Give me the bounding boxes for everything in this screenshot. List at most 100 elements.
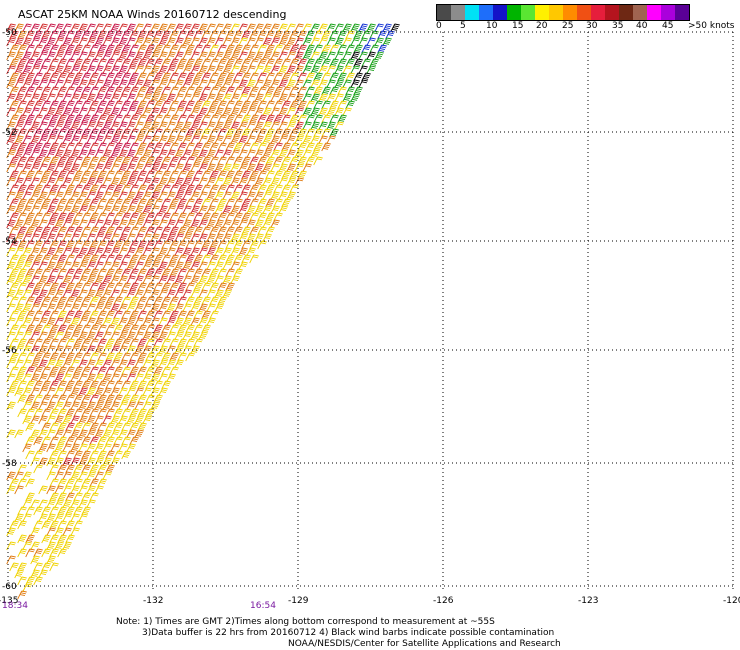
wind-barb: [6, 303, 16, 313]
wind-barb: [41, 44, 51, 54]
wind-barb: [142, 149, 152, 159]
wind-barb: [57, 310, 67, 320]
wind-barb: [134, 289, 144, 299]
wind-barb: [334, 37, 344, 47]
wind-barb: [126, 51, 136, 61]
wind-barb: [118, 37, 128, 47]
wind-barb: [62, 527, 72, 537]
wind-barb: [118, 247, 128, 257]
wind-barb: [65, 184, 75, 194]
wind-barb: [262, 177, 272, 187]
wind-barb: [89, 170, 99, 180]
wind-barb: [281, 100, 291, 110]
wind-barb: [38, 205, 48, 215]
wind-barb: [25, 408, 35, 418]
wind-barb: [73, 254, 83, 264]
wind-barb: [38, 443, 48, 453]
wind-barb: [70, 317, 80, 327]
wind-barb: [14, 23, 24, 33]
wind-barb: [105, 156, 115, 166]
wind-barb: [198, 37, 208, 47]
wind-barb: [25, 86, 35, 96]
wind-barb: [177, 324, 187, 334]
wind-barb: [310, 51, 320, 61]
wind-barb: [30, 247, 40, 257]
wind-barb: [94, 121, 104, 131]
wind-barb: [113, 380, 123, 390]
wind-barb: [246, 163, 256, 173]
wind-barb: [217, 226, 227, 236]
wind-barb: [110, 163, 120, 173]
wind-barb: [241, 72, 251, 82]
wind-barb: [54, 429, 64, 439]
wind-barb: [110, 65, 120, 75]
swath-time-label: 16:54: [250, 601, 276, 611]
wind-barb: [382, 37, 392, 47]
wind-barb: [217, 184, 227, 194]
wind-barb: [262, 163, 272, 173]
wind-barb: [302, 135, 312, 145]
wind-barb: [33, 142, 43, 152]
wind-barb: [238, 163, 248, 173]
wind-barb: [217, 170, 227, 180]
wind-barb: [137, 198, 147, 208]
wind-barb: [129, 422, 139, 432]
wind-barb: [110, 205, 120, 215]
wind-barb: [62, 65, 72, 75]
wind-barb: [337, 72, 347, 82]
wind-barb: [169, 352, 179, 362]
wind-barb: [22, 289, 32, 299]
wind-barb: [17, 142, 27, 152]
wind-barb: [25, 114, 35, 124]
wind-barb: [65, 380, 75, 390]
wind-barb: [249, 44, 259, 54]
wind-barb: [46, 205, 56, 215]
wind-barb: [254, 135, 264, 145]
wind-barb: [118, 359, 128, 369]
wind-barb: [145, 156, 155, 166]
wind-barb: [222, 163, 232, 173]
wind-barb: [9, 100, 19, 110]
wind-barb: [273, 142, 283, 152]
wind-barb: [33, 100, 43, 110]
wind-barb: [153, 296, 163, 306]
wind-barb: [241, 184, 251, 194]
wind-barb: [25, 506, 35, 516]
wind-barb: [142, 37, 152, 47]
wind-barb: [262, 37, 272, 47]
wind-barb: [78, 51, 88, 61]
wind-barb: [57, 520, 67, 530]
wind-barb: [190, 149, 200, 159]
wind-barb: [201, 58, 211, 68]
wind-barb: [22, 37, 32, 47]
wind-barb: [65, 170, 75, 180]
wind-barb: [182, 233, 192, 243]
wind-barb: [102, 261, 112, 271]
wind-barb: [102, 219, 112, 229]
wind-barb: [6, 275, 16, 285]
wind-barb: [49, 394, 59, 404]
colorbar-label: 10: [486, 21, 498, 31]
wind-barb: [201, 212, 211, 222]
wind-barb: [121, 436, 131, 446]
wind-barb: [57, 142, 67, 152]
wind-barb: [30, 303, 40, 313]
wind-barb: [193, 310, 203, 320]
wind-barb: [286, 79, 296, 89]
wind-barb: [217, 198, 227, 208]
wind-barb: [46, 415, 56, 425]
wind-barb: [54, 163, 64, 173]
wind-barb: [174, 233, 184, 243]
wind-barb: [209, 58, 219, 68]
wind-barb: [249, 142, 259, 152]
wind-barb: [318, 23, 328, 33]
wind-barb: [65, 254, 75, 264]
wind-barb: [169, 44, 179, 54]
wind-barb: [129, 296, 139, 306]
wind-barb: [345, 58, 355, 68]
wind-barb: [54, 219, 64, 229]
wind-barb: [54, 191, 64, 201]
wind-barb: [289, 114, 299, 124]
wind-barb: [134, 219, 144, 229]
wind-barb: [153, 114, 163, 124]
